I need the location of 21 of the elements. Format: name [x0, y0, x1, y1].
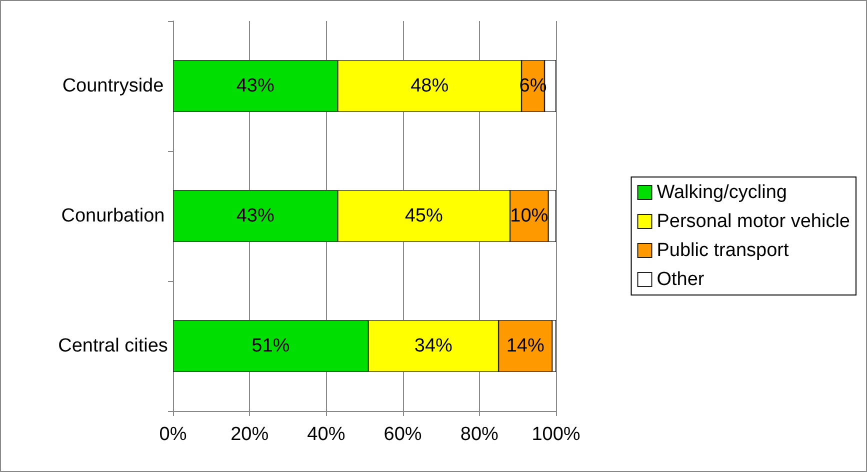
data-label: 10%: [510, 206, 548, 226]
data-label: 14%: [506, 336, 544, 356]
data-label: 48%: [410, 76, 449, 96]
data-label: 43%: [236, 206, 274, 226]
x-tick-label: 80%: [460, 424, 499, 445]
legend-label: Walking/cycling: [656, 182, 787, 203]
legend-label: Personal motor vehicle: [656, 211, 850, 232]
data-label: 43%: [236, 76, 274, 96]
y-tick-label: Conurbation: [61, 206, 165, 226]
data-label: 34%: [414, 336, 453, 356]
x-tick-label: 40%: [307, 424, 346, 445]
data-label: 45%: [404, 206, 443, 226]
data-label: 51%: [252, 336, 290, 356]
x-tick-label: 60%: [384, 424, 422, 445]
x-tick-label: 100%: [532, 424, 580, 445]
y-tick-label: Central cities: [58, 336, 168, 356]
x-tick-label: 0%: [159, 424, 187, 445]
legend-label: Other: [656, 269, 705, 290]
y-tick-label: Countryside: [62, 76, 164, 96]
legend-label: Public transport: [656, 240, 790, 261]
x-tick-label: 20%: [230, 424, 269, 445]
